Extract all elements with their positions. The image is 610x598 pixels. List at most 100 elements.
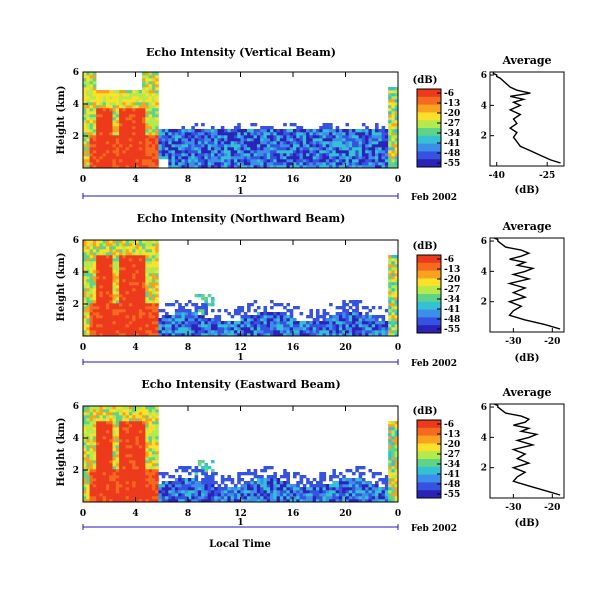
- heatmap-cell: [283, 487, 287, 491]
- heatmap-cell: [115, 451, 120, 455]
- heatmap-cell: [296, 147, 300, 151]
- heatmap-cell: [122, 439, 126, 443]
- heatmap-cell: [266, 475, 271, 479]
- heatmap-cell: [388, 93, 392, 97]
- heatmap-cell: [329, 153, 333, 157]
- heatmap-cell: [99, 264, 103, 268]
- heatmap-cell: [99, 291, 103, 295]
- heatmap-cell: [135, 96, 140, 100]
- heatmap-cell: [125, 421, 130, 425]
- heatmap-cell: [293, 321, 297, 325]
- heatmap-cell: [102, 273, 107, 277]
- heatmap-cell: [115, 273, 120, 277]
- heatmap-cell: [96, 412, 100, 416]
- heatmap-cell: [171, 132, 176, 136]
- heatmap-cell: [352, 162, 356, 166]
- heatmap-cell: [391, 264, 396, 268]
- heatmap-cell: [368, 469, 373, 473]
- heatmap-cell: [148, 484, 153, 488]
- heatmap-cell: [122, 484, 126, 488]
- heatmap-cell: [197, 463, 202, 467]
- heatmap-cell: [122, 487, 126, 491]
- profile-y-tick-label: 4: [481, 101, 487, 111]
- heatmap-cell: [322, 129, 327, 133]
- heatmap-cell: [138, 156, 143, 160]
- heatmap-cell: [293, 129, 297, 133]
- heatmap-cell: [155, 264, 159, 268]
- heatmap-cell: [145, 475, 149, 479]
- colorbar-tick-label: -6: [444, 420, 454, 430]
- heatmap-cell: [388, 126, 392, 130]
- heatmap-cell: [302, 156, 307, 160]
- heatmap-cell: [384, 141, 389, 145]
- heatmap-cell: [155, 418, 159, 422]
- heatmap-cell: [312, 330, 317, 334]
- heatmap-cell: [256, 138, 261, 142]
- heatmap-cell: [105, 451, 110, 455]
- heatmap-cell: [194, 330, 199, 334]
- heatmap-cell: [125, 273, 130, 277]
- heatmap-cell: [319, 129, 323, 133]
- heatmap-cell: [371, 493, 376, 497]
- heatmap-cell: [394, 111, 399, 115]
- heatmap-cell: [296, 153, 300, 157]
- heatmap-cell: [273, 135, 277, 139]
- heatmap-cell: [256, 150, 261, 154]
- heatmap-cell: [119, 114, 123, 118]
- heatmap-cell: [188, 159, 192, 163]
- heatmap-cell: [296, 490, 300, 494]
- heatmap-cell: [296, 144, 300, 148]
- heatmap-cell: [145, 84, 149, 88]
- heatmap-cell: [135, 279, 140, 283]
- heatmap-cell: [345, 493, 350, 497]
- heatmap-cell: [155, 246, 159, 250]
- heatmap-cell: [148, 246, 153, 250]
- heatmap-cell: [148, 424, 153, 428]
- heatmap-cell: [151, 427, 156, 431]
- heatmap-cell: [105, 430, 110, 434]
- heatmap-cell: [119, 150, 123, 154]
- heatmap-cell: [368, 132, 373, 136]
- heatmap-cell: [381, 493, 386, 497]
- heatmap-cell: [115, 138, 120, 142]
- heatmap-cell: [148, 141, 153, 145]
- heatmap-cell: [266, 493, 271, 497]
- heatmap-cell: [361, 165, 366, 169]
- heatmap-cell: [112, 105, 117, 109]
- colorbar-swatch: [417, 474, 441, 483]
- heatmap-cell: [105, 150, 110, 154]
- heatmap-cell: [348, 478, 353, 482]
- heatmap-cell: [92, 90, 97, 94]
- heatmap-cell: [125, 264, 130, 268]
- heatmap-cell: [217, 135, 222, 139]
- heatmap-cell: [394, 105, 399, 109]
- heatmap-cell: [165, 147, 169, 151]
- heatmap-cell: [86, 120, 90, 124]
- heatmap-cell: [86, 309, 90, 313]
- heatmap-cell: [391, 270, 396, 274]
- heatmap-cell: [260, 318, 264, 322]
- heatmap-cell: [233, 321, 238, 325]
- heatmap-cell: [289, 499, 294, 503]
- heatmap-cell: [168, 156, 172, 160]
- heatmap-cell: [388, 312, 392, 316]
- heatmap-cell: [381, 129, 386, 133]
- heatmap-cell: [361, 138, 366, 142]
- heatmap-cell: [138, 276, 143, 280]
- heatmap-cell: [109, 150, 113, 154]
- heatmap-cell: [132, 472, 136, 476]
- heatmap-cell: [240, 144, 245, 148]
- heatmap-cell: [132, 327, 136, 331]
- heatmap-cell: [135, 162, 140, 166]
- heatmap-cell: [105, 436, 110, 440]
- heatmap-cell: [145, 333, 149, 337]
- heatmap-cell: [151, 445, 156, 449]
- heatmap-cell: [138, 135, 143, 139]
- heatmap-cell: [224, 493, 228, 497]
- heatmap-cell: [96, 273, 100, 277]
- x-tick-label: 0: [80, 175, 86, 185]
- heatmap-cell: [92, 267, 97, 271]
- heatmap-cell: [102, 421, 107, 425]
- x-tick-label: 12: [234, 175, 247, 185]
- heatmap-cell: [361, 129, 366, 133]
